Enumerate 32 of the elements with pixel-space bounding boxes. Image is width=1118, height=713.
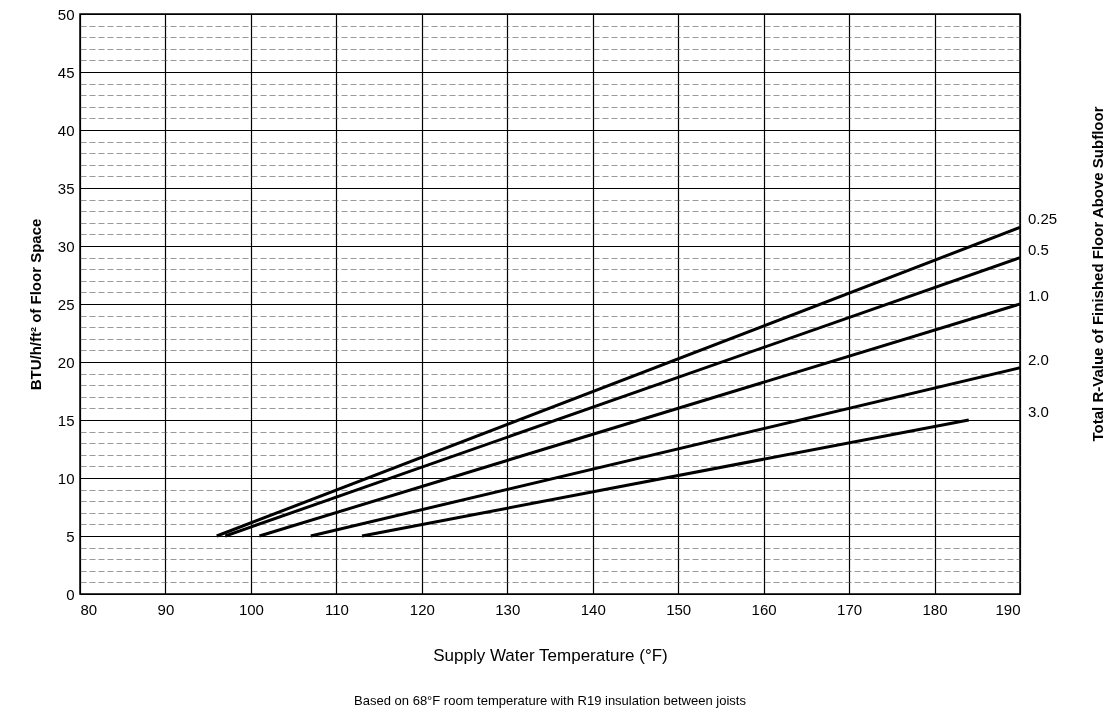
series-label: 0.5: [1028, 240, 1049, 258]
series-label: 2.0: [1028, 350, 1049, 368]
x-tick-label: 180: [922, 600, 948, 618]
text: 3.0: [1028, 403, 1049, 420]
y-tick-label: 5: [66, 527, 75, 545]
text: Based on 68°F room temperature with R19 insulation between joists: [354, 693, 747, 708]
y-tick-label: 30: [57, 237, 75, 255]
y-tick-label: 40: [57, 121, 75, 139]
y-tick-label: 15: [57, 411, 75, 429]
y-tick-label: 25: [57, 295, 75, 313]
series-label: 1.0: [1028, 287, 1049, 304]
series-label: 0.25: [1028, 210, 1058, 228]
x-tick-label: 170: [837, 600, 863, 618]
x-tick-label: 160: [751, 600, 777, 618]
x-tick-label: 80: [80, 600, 98, 618]
x-tick-label: 190: [995, 600, 1021, 618]
x-tick-label: 100: [238, 600, 264, 618]
y-tick-label: 10: [57, 469, 75, 487]
y-tick-label: 35: [57, 179, 75, 197]
x-axis-title: Supply Water Temperature (°F): [433, 645, 668, 665]
y-axis-title: BTU/h/ft² of Floor Space: [26, 218, 44, 391]
y-tick-label: 0: [66, 585, 75, 603]
y-tick-label: 45: [57, 63, 75, 81]
x-tick-label: 150: [666, 600, 692, 618]
x-tick-label: 120: [409, 600, 435, 618]
y-tick-label: 20: [57, 353, 75, 371]
x-tick-label: 140: [580, 600, 606, 618]
x-tick-label: 90: [157, 600, 175, 618]
y-tick-label: 50: [57, 5, 75, 23]
x-tick-label: 130: [495, 600, 521, 618]
text: Total R-Value of Finished Floor Above Subfloor: [1089, 106, 1106, 442]
x-tick-label: 110: [324, 600, 349, 618]
